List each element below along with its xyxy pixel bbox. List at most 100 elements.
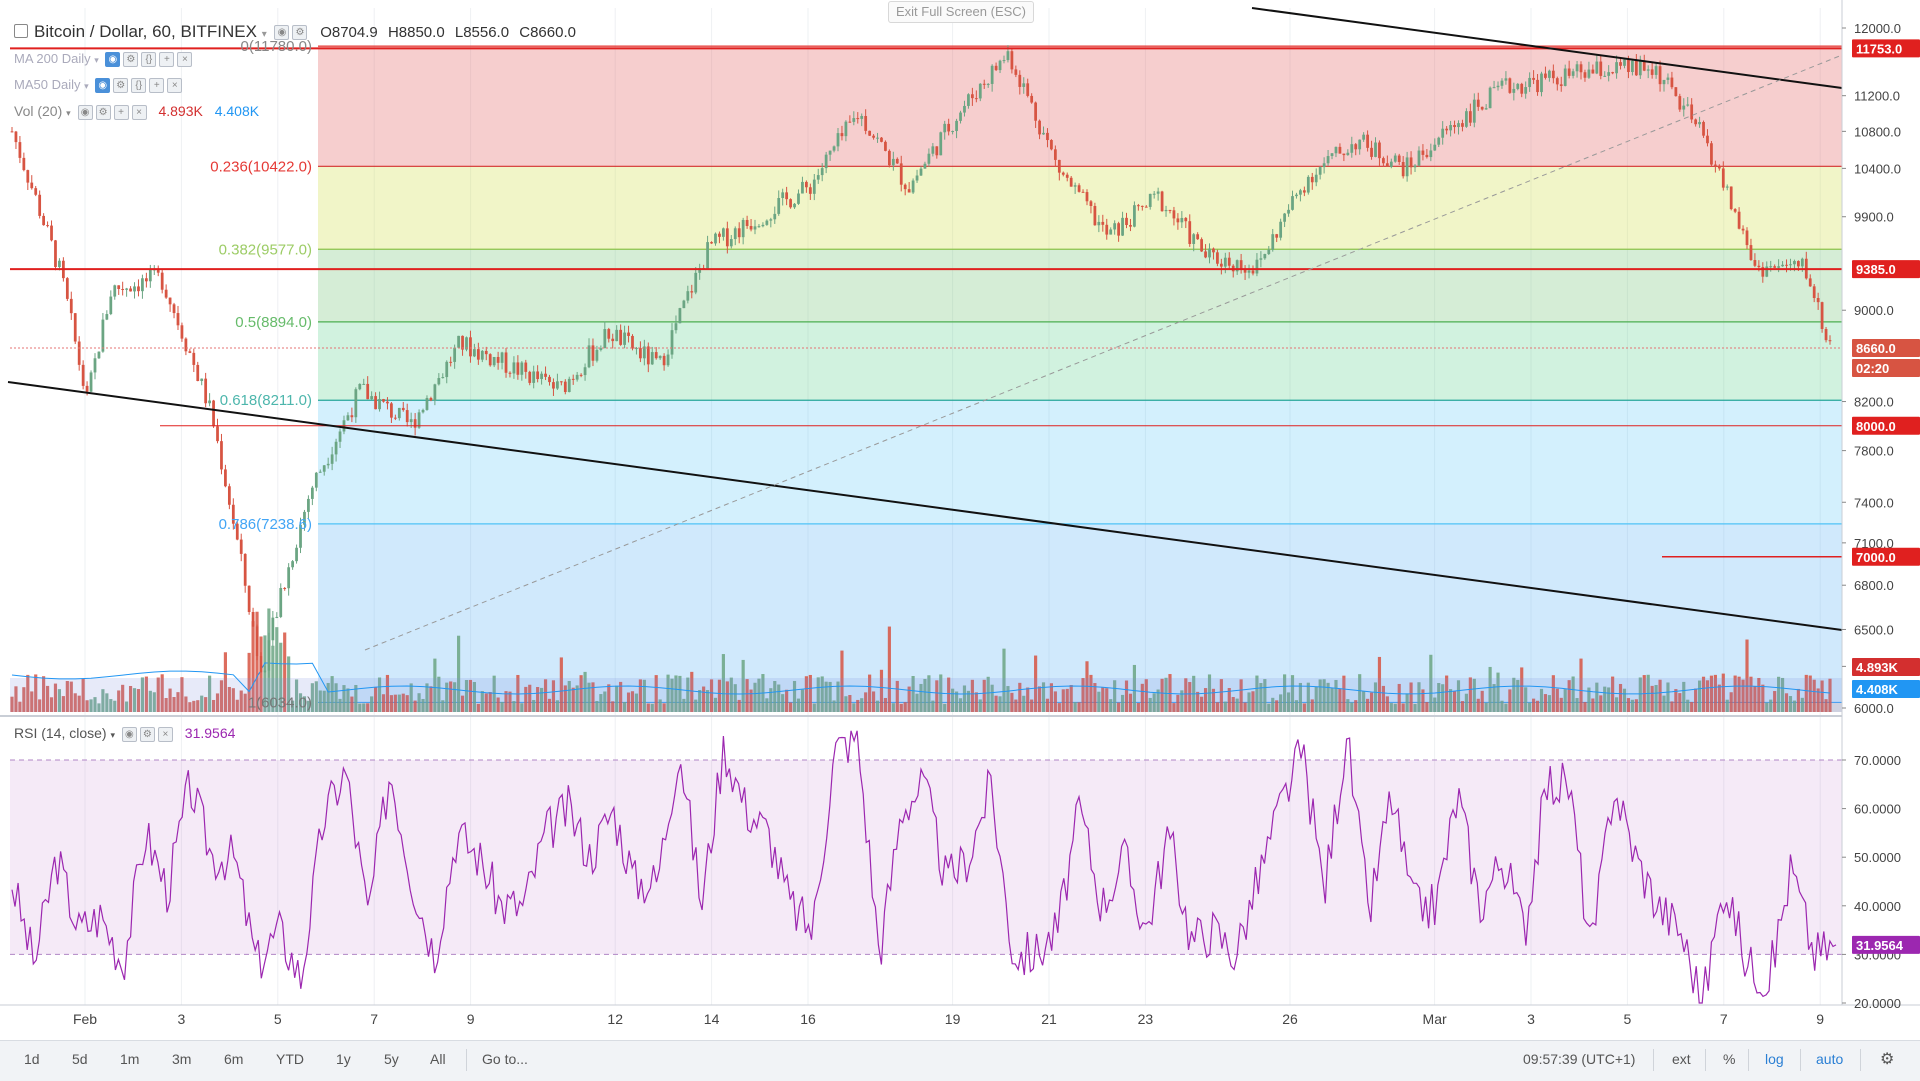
x-tick-label: 19 [945, 1011, 961, 1027]
x-tick-label: 3 [178, 1011, 186, 1027]
ma50-label: MA50 Daily [14, 77, 81, 92]
candle-body [1824, 328, 1828, 341]
visibility-icon[interactable]: ◉ [274, 25, 290, 41]
indicator-rsi[interactable]: RSI (14, close) ▾ ◉ ⚙ × 31.9564 [14, 725, 236, 742]
range-button-1d[interactable]: 1d [24, 1051, 40, 1067]
auto-toggle[interactable]: auto [1816, 1051, 1844, 1067]
candle-body [338, 431, 342, 442]
candle-body [1184, 217, 1188, 222]
symbol-title[interactable]: Bitcoin / Dollar, 60, BITFINEX ▾ ◉ ⚙ O870… [14, 22, 576, 42]
close-icon[interactable]: × [177, 52, 193, 68]
settings-icon[interactable]: ⚙ [292, 25, 308, 41]
volume-bar [385, 674, 390, 712]
volume-bar [421, 698, 425, 712]
ext-toggle[interactable]: ext [1672, 1051, 1691, 1067]
candle-body [1200, 239, 1203, 252]
volume-bar [117, 690, 121, 712]
collapse-icon[interactable] [14, 23, 28, 38]
y-tick-label: 9900.0 [1854, 210, 1894, 225]
eye-icon[interactable]: ◉ [77, 104, 93, 120]
exit-fullscreen-button[interactable]: Exit Full Screen (ESC) [888, 1, 1034, 23]
eye-icon[interactable]: ◉ [95, 78, 111, 94]
volume-bar [235, 699, 239, 712]
source-icon[interactable]: {} [131, 78, 147, 94]
range-button-5y[interactable]: 5y [384, 1051, 399, 1067]
log-toggle[interactable]: log [1765, 1051, 1784, 1067]
candle-body [172, 304, 176, 314]
volume-bar [868, 674, 872, 712]
range-button-5d[interactable]: 5d [72, 1051, 88, 1067]
range-button-1m[interactable]: 1m [120, 1051, 140, 1067]
candle-body [1634, 60, 1638, 76]
gear-icon[interactable]: ⚙ [139, 726, 155, 742]
plus-icon[interactable]: + [113, 104, 129, 120]
range-button-3m[interactable]: 3m [172, 1051, 192, 1067]
indicator-ma50[interactable]: MA50 Daily ▾ ◉ ⚙{} + × [14, 77, 183, 94]
candle-body [1417, 150, 1421, 166]
volume-bar [271, 645, 275, 712]
volume-bar [769, 688, 773, 712]
candle-body [674, 323, 678, 331]
volume-bar [951, 688, 955, 712]
plus-icon[interactable]: + [149, 78, 165, 94]
close-icon[interactable]: × [131, 104, 147, 120]
candle-body [1216, 252, 1219, 264]
goto-button[interactable]: Go to... [482, 1051, 528, 1067]
volume-bar [1780, 677, 1785, 712]
candle-body [1389, 161, 1393, 167]
volume-bar [302, 696, 307, 712]
volume-bar [464, 680, 469, 712]
countdown-tag: 02:20 [1856, 361, 1889, 376]
chart-canvas[interactable]: Feb 3 5 7 9 12 14 16 19 21 23 26 Mar 3 5 7 9 12000.0 11200… [0, 0, 1920, 1040]
volume-bar [1559, 697, 1563, 712]
volume-bar [919, 683, 923, 712]
volume-bar [674, 675, 678, 712]
candle-body [73, 313, 77, 342]
candle-body [441, 377, 445, 379]
x-tick-label: 9 [467, 1011, 475, 1027]
volume-bar [1413, 703, 1417, 712]
candle-body [1627, 59, 1630, 72]
volume-bar [1591, 698, 1595, 712]
indicator-volume[interactable]: Vol (20) ▾ ◉ ⚙ + × 4.893K 4.408K [14, 103, 260, 120]
volume-bar [690, 671, 694, 712]
candle-body [1038, 120, 1041, 135]
indicator-ma200[interactable]: MA 200 Daily ▾ ◉ ⚙{} + × [14, 51, 193, 68]
volume-bar [132, 688, 137, 712]
eye-icon[interactable]: ◉ [121, 726, 137, 742]
close-icon[interactable]: × [157, 726, 173, 742]
volume-bar [1804, 674, 1808, 712]
volume-bar [1326, 682, 1330, 712]
gear-icon[interactable]: ⚙ [123, 52, 139, 68]
range-button-6m[interactable]: 6m [224, 1051, 244, 1067]
gear-icon[interactable]: ⚙ [113, 78, 129, 94]
volume-bar [1061, 689, 1065, 712]
eye-icon[interactable]: ◉ [105, 52, 121, 68]
candle-body [1733, 209, 1737, 212]
percent-toggle[interactable]: % [1723, 1051, 1736, 1067]
gear-icon[interactable]: ⚙ [95, 104, 111, 120]
source-icon[interactable]: {} [141, 52, 157, 68]
plus-icon[interactable]: + [159, 52, 175, 68]
symbol-dropdown-icon[interactable]: ▾ [261, 29, 267, 40]
volume-bar [1709, 675, 1714, 712]
range-button-1y[interactable]: 1y [336, 1051, 351, 1067]
range-button-ytd[interactable]: YTD [276, 1051, 304, 1067]
candle-body [1476, 99, 1480, 107]
candle-body [970, 94, 974, 99]
range-button-all[interactable]: All [430, 1051, 446, 1067]
volume-bar [354, 684, 358, 712]
candle-body [117, 285, 121, 289]
volume-bar [1294, 700, 1299, 712]
volume-bar [1176, 694, 1180, 712]
candle-body [1796, 261, 1800, 267]
candle-body [1393, 155, 1397, 162]
close-icon[interactable]: × [167, 78, 183, 94]
settings-gear-icon[interactable]: ⚙ [1880, 1051, 1895, 1068]
candle-body [1425, 154, 1429, 158]
price-tag-11753-bg [1852, 39, 1920, 58]
candle-body [160, 272, 164, 290]
volume-bar [1480, 690, 1484, 712]
price-axis[interactable] [1842, 0, 1920, 1040]
volume-bar [460, 695, 465, 712]
